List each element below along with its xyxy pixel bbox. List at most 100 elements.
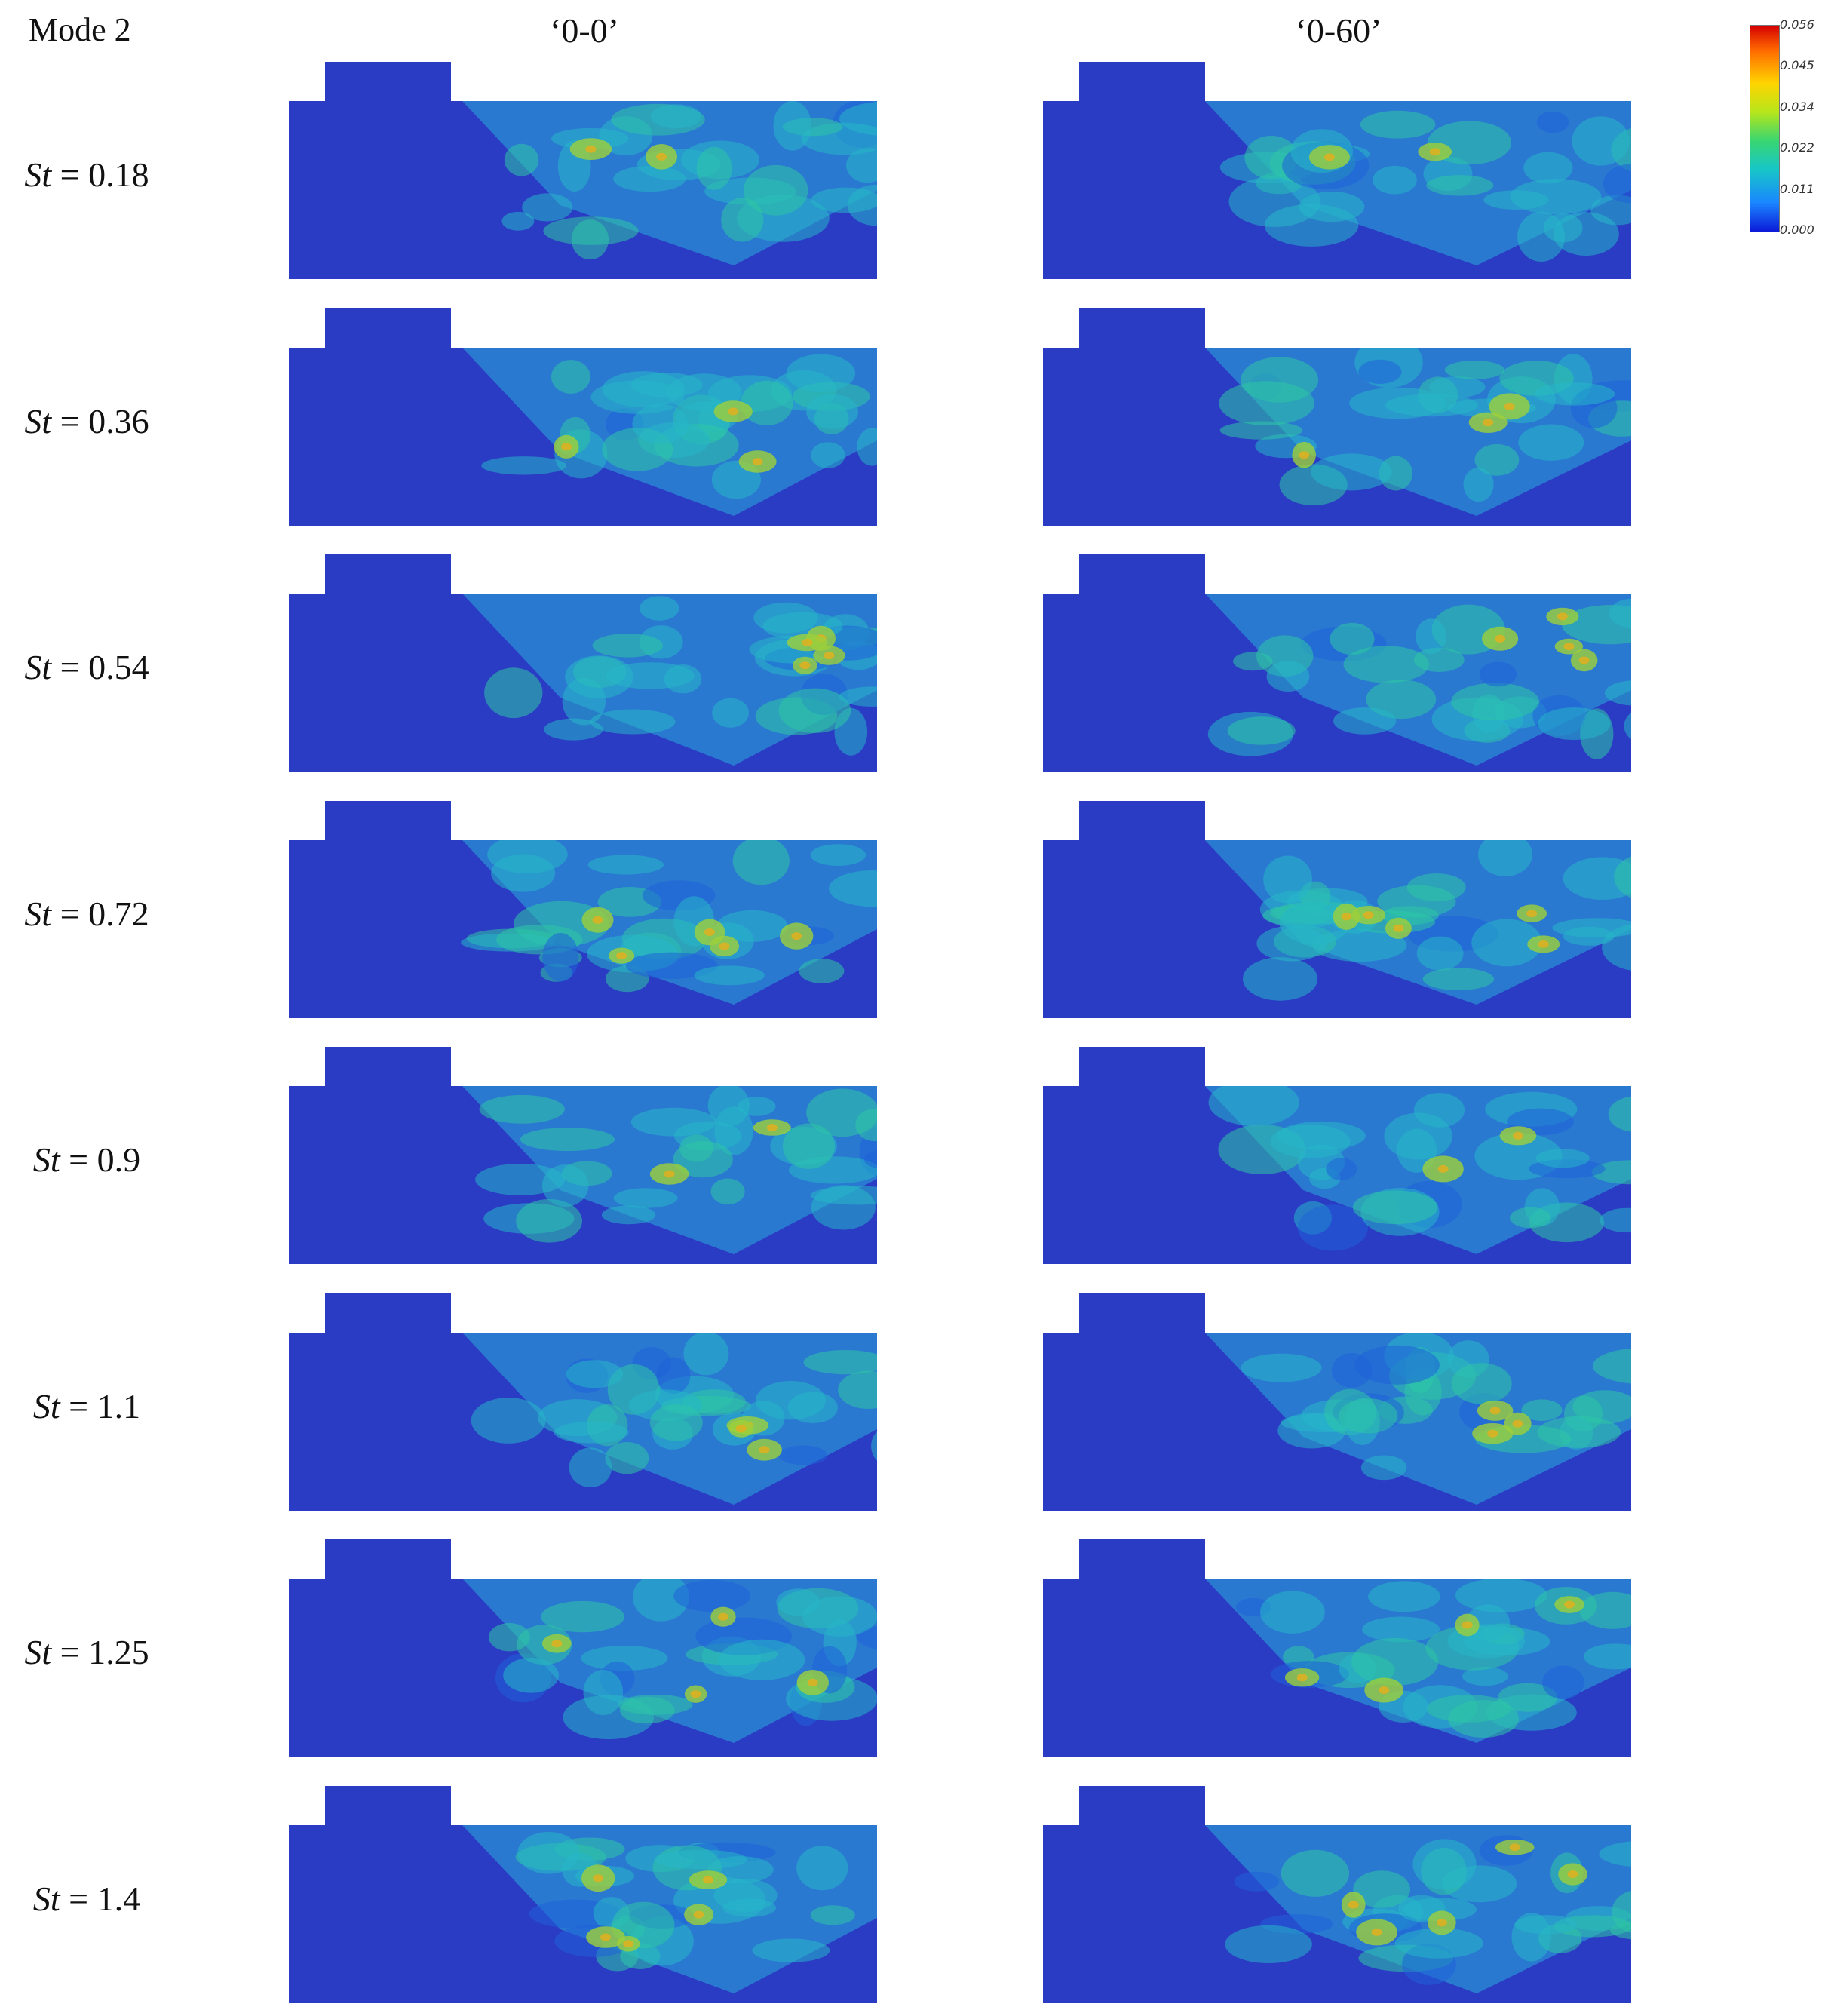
peak-amplitude-spot — [600, 1933, 611, 1941]
peak-amplitude-spot — [592, 916, 603, 924]
mode-structure — [1614, 853, 1631, 900]
strouhal-symbol: St — [32, 1386, 60, 1425]
mode-structure — [581, 1645, 668, 1671]
mode-structure — [1297, 1204, 1368, 1251]
mode-structure — [802, 1596, 877, 1637]
mode-structure — [1422, 967, 1495, 990]
mode-structure — [1428, 376, 1486, 397]
peak-amplitude-spot — [585, 145, 597, 153]
peak-amplitude-spot — [1504, 402, 1515, 410]
peak-amplitude-spot — [719, 942, 730, 950]
mode-structure — [714, 1106, 753, 1155]
mode-structure — [1471, 919, 1542, 966]
strouhal-symbol: St — [32, 1879, 60, 1918]
strouhal-label: St = 0.54 — [8, 645, 166, 690]
mode-structure — [551, 359, 590, 394]
mode-structure — [1534, 382, 1615, 406]
mode-structure — [1373, 165, 1417, 195]
mode-structure — [694, 965, 765, 985]
mode-shape-panel — [1043, 1293, 1631, 1512]
mode-structure — [857, 1625, 877, 1650]
mode-structure — [778, 1444, 827, 1465]
equals-sign: = — [51, 894, 89, 933]
mode-structure — [1362, 1616, 1440, 1643]
mode-shape-panel — [289, 1539, 877, 1758]
mode-structure — [1339, 1398, 1398, 1433]
mode-structure — [721, 198, 764, 242]
strouhal-value: 1.4 — [97, 1879, 141, 1918]
peak-amplitude-spot — [1557, 612, 1568, 621]
peak-amplitude-spot — [1526, 909, 1538, 917]
strouhal-value: 1.25 — [88, 1633, 149, 1671]
mode-structure — [1260, 1591, 1325, 1634]
mode-structure — [501, 211, 535, 231]
mode-structure — [487, 834, 568, 873]
mode-structure — [1448, 1700, 1520, 1738]
strouhal-value: 0.72 — [88, 894, 149, 933]
strouhal-label: St = 1.4 — [8, 1876, 166, 1922]
peak-amplitude-spot — [1436, 1918, 1447, 1926]
mode-structure — [786, 354, 856, 392]
peak-amplitude-spot — [704, 928, 715, 936]
peak-amplitude-spot — [561, 442, 572, 450]
equals-sign: = — [51, 401, 89, 440]
mode-structure — [863, 1149, 877, 1169]
column-header-0-0: ‘0-0’ — [550, 11, 619, 50]
mode-structure — [839, 686, 877, 707]
mode-structure — [484, 667, 543, 719]
equals-sign: = — [60, 1386, 97, 1425]
peak-amplitude-spot — [1437, 1164, 1449, 1173]
peak-amplitude-spot — [1429, 148, 1440, 156]
mode-structure — [1593, 1347, 1631, 1384]
mode-structure — [587, 855, 664, 874]
mode-structure — [857, 427, 877, 466]
strouhal-label: St = 0.18 — [8, 152, 166, 198]
mode-structure — [846, 148, 877, 183]
mode-structure — [1416, 618, 1446, 655]
mode-structure — [1591, 1160, 1631, 1185]
strouhal-value: 0.36 — [88, 401, 149, 440]
peak-amplitude-spot — [824, 652, 835, 660]
mode-structure — [590, 709, 676, 735]
mode-structure — [650, 104, 702, 129]
mode-structure — [504, 143, 539, 176]
equals-sign: = — [60, 1879, 97, 1918]
mode-structure — [829, 870, 877, 907]
colorbar-tick-label: 0.045 — [1780, 58, 1814, 73]
mode-structure — [718, 1639, 805, 1680]
peak-amplitude-spot — [1462, 1621, 1473, 1629]
mode-structure — [796, 1845, 848, 1890]
mode-structure — [1562, 605, 1631, 645]
peak-amplitude-spot — [1538, 940, 1549, 948]
mode-structure — [654, 1849, 747, 1869]
mode-structure — [649, 1404, 703, 1441]
mode-structure — [1483, 190, 1549, 210]
peak-amplitude-spot — [1296, 1674, 1308, 1682]
strouhal-symbol: St — [24, 401, 52, 440]
colorbar — [1750, 25, 1780, 232]
mode-structure — [1311, 453, 1392, 490]
mode-structure — [1279, 901, 1351, 944]
mode-structure — [811, 1185, 876, 1230]
mode-shape-panel — [1043, 554, 1631, 773]
peak-amplitude-spot — [616, 951, 627, 959]
peak-amplitude-spot — [1513, 1131, 1523, 1140]
mode-structure — [520, 1128, 615, 1152]
peak-amplitude-spot — [1487, 1429, 1498, 1438]
mode-structure — [1536, 111, 1569, 133]
mode-title: Mode 2 — [29, 11, 131, 48]
peak-amplitude-spot — [1563, 643, 1575, 651]
strouhal-label: St = 0.9 — [8, 1137, 166, 1183]
mode-shape-panel — [289, 554, 877, 773]
mode-structure — [1360, 110, 1436, 139]
mode-structure — [1406, 873, 1466, 901]
peak-amplitude-spot — [1512, 1419, 1523, 1428]
peak-amplitude-spot — [759, 1445, 770, 1453]
peak-amplitude-spot — [623, 1939, 634, 1947]
peak-amplitude-spot — [593, 1873, 604, 1882]
strouhal-symbol: St — [32, 1140, 60, 1179]
mode-structure — [710, 1178, 745, 1205]
mode-structure — [481, 456, 566, 474]
mode-structure — [606, 662, 695, 689]
mode-structure — [1351, 1637, 1439, 1686]
